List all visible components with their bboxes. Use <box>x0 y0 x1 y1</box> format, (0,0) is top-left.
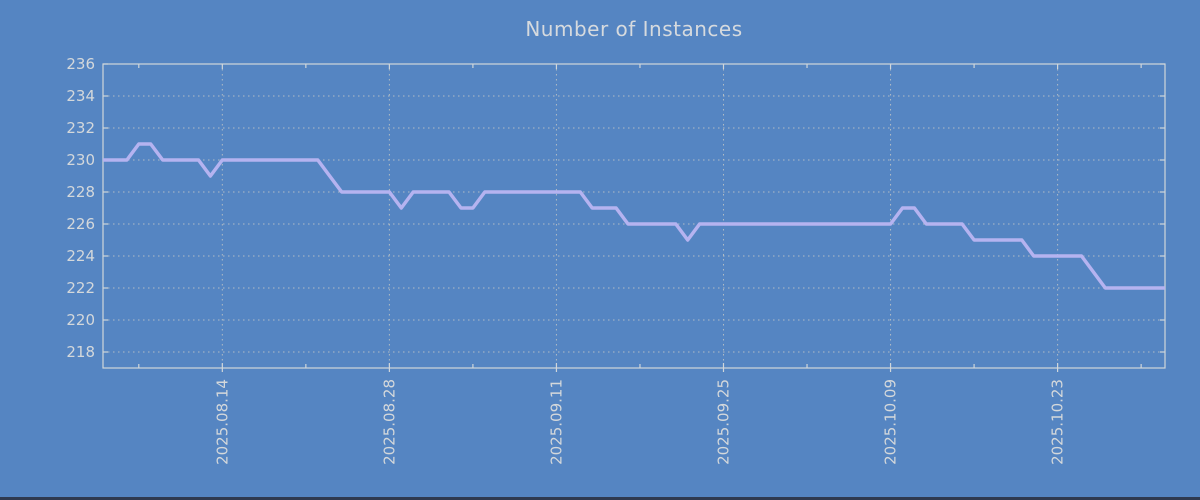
y-tick-label: 236 <box>66 55 95 73</box>
x-tick-label: 2025.09.11 <box>547 379 565 465</box>
y-tick-label: 218 <box>66 343 95 361</box>
x-tick-label: 2025.10.23 <box>1049 379 1067 465</box>
x-tick-label: 2025.09.25 <box>714 379 732 465</box>
bottom-edge-bar <box>0 497 1200 500</box>
y-tick-label: 228 <box>66 183 95 201</box>
y-tick-label: 222 <box>66 279 95 297</box>
x-tick-label: 2025.08.28 <box>380 379 398 465</box>
y-tick-label: 230 <box>66 151 95 169</box>
y-tick-label: 234 <box>66 87 95 105</box>
y-tick-label: 226 <box>66 215 95 233</box>
y-tick-label: 224 <box>66 247 95 265</box>
y-tick-label: 232 <box>66 119 95 137</box>
plot-border <box>102 63 1166 369</box>
chart-title: Number of Instances <box>525 17 743 41</box>
x-tick-label: 2025.10.09 <box>882 379 900 465</box>
y-tick-label: 220 <box>66 311 95 329</box>
x-tick-label: 2025.08.14 <box>213 379 231 465</box>
series-line <box>103 142 1165 290</box>
